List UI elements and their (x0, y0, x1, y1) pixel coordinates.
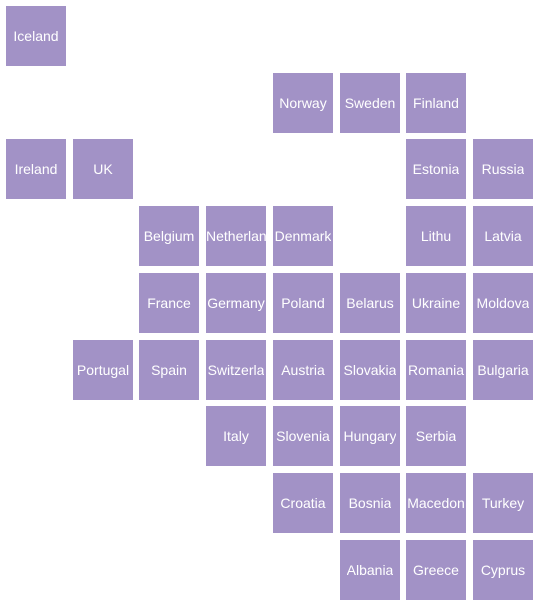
country-label: Romania (407, 362, 465, 378)
country-tile-serbia[interactable]: Serbia (406, 406, 466, 466)
country-tile-poland[interactable]: Poland (273, 273, 333, 333)
country-label: Bulgaria (477, 362, 529, 378)
country-label: Hungary (343, 428, 397, 444)
country-label: Bosnia (348, 495, 392, 511)
country-tile-italy[interactable]: Italy (206, 406, 266, 466)
country-tile-norway[interactable]: Norway (273, 73, 333, 133)
country-tile-france[interactable]: France (139, 273, 199, 333)
country-label: Spain (151, 362, 187, 378)
country-label: Portugal (76, 362, 130, 378)
country-label: Estonia (412, 161, 460, 177)
country-tile-russia[interactable]: Russia (473, 139, 533, 199)
country-label: Cyprus (480, 562, 526, 578)
country-tile-switzerla[interactable]: Switzerla (206, 340, 266, 400)
country-tile-romania[interactable]: Romania (406, 340, 466, 400)
country-label: Netherlan (206, 228, 266, 244)
country-label: Norway (279, 95, 327, 111)
country-label: Russia (481, 161, 525, 177)
country-label: Turkey (481, 495, 525, 511)
country-label: Belgium (143, 228, 195, 244)
country-label: Finland (413, 95, 459, 111)
country-label: Sweden (344, 95, 396, 111)
country-label: Moldova (476, 295, 530, 311)
country-label: Ukraine (411, 295, 461, 311)
country-label: Macedon (407, 495, 465, 511)
country-tile-turkey[interactable]: Turkey (473, 473, 533, 533)
country-tile-bosnia[interactable]: Bosnia (340, 473, 400, 533)
country-label: Slovakia (343, 362, 397, 378)
country-tile-denmark[interactable]: Denmark (273, 206, 333, 266)
country-label: Greece (413, 562, 459, 578)
country-tile-germany[interactable]: Germany (206, 273, 266, 333)
country-label: Latvia (484, 228, 522, 244)
country-tile-ukraine[interactable]: Ukraine (406, 273, 466, 333)
country-label: France (147, 295, 191, 311)
country-tile-austria[interactable]: Austria (273, 340, 333, 400)
country-tile-netherlan[interactable]: Netherlan (206, 206, 266, 266)
country-tile-ireland[interactable]: Ireland (6, 139, 66, 199)
country-label: Croatia (280, 495, 326, 511)
country-tile-estonia[interactable]: Estonia (406, 139, 466, 199)
country-tile-belarus[interactable]: Belarus (340, 273, 400, 333)
country-tile-uk[interactable]: UK (73, 139, 133, 199)
country-tile-slovenia[interactable]: Slovenia (273, 406, 333, 466)
country-tile-cyprus[interactable]: Cyprus (473, 540, 533, 600)
country-label: Albania (346, 562, 394, 578)
country-tile-greece[interactable]: Greece (406, 540, 466, 600)
country-tile-sweden[interactable]: Sweden (340, 73, 400, 133)
country-tile-slovakia[interactable]: Slovakia (340, 340, 400, 400)
country-tile-albania[interactable]: Albania (340, 540, 400, 600)
country-label: Serbia (415, 428, 457, 444)
country-tile-macedon[interactable]: Macedon (406, 473, 466, 533)
country-label: UK (93, 161, 113, 177)
country-tile-belgium[interactable]: Belgium (139, 206, 199, 266)
country-tile-moldova[interactable]: Moldova (473, 273, 533, 333)
country-label: Lithu (420, 228, 452, 244)
country-label: Belarus (346, 295, 394, 311)
country-label: Italy (223, 428, 249, 444)
country-tile-croatia[interactable]: Croatia (273, 473, 333, 533)
country-tile-finland[interactable]: Finland (406, 73, 466, 133)
country-label: Slovenia (276, 428, 330, 444)
country-tile-latvia[interactable]: Latvia (473, 206, 533, 266)
country-tile-lithu[interactable]: Lithu (406, 206, 466, 266)
country-tile-portugal[interactable]: Portugal (73, 340, 133, 400)
country-tile-iceland[interactable]: Iceland (6, 6, 66, 66)
country-label: Denmark (274, 228, 332, 244)
country-label: Iceland (13, 28, 59, 44)
country-label: Poland (281, 295, 325, 311)
country-tile-hungary[interactable]: Hungary (340, 406, 400, 466)
country-tile-bulgaria[interactable]: Bulgaria (473, 340, 533, 400)
country-label: Germany (207, 295, 265, 311)
country-label: Ireland (14, 161, 58, 177)
country-tile-spain[interactable]: Spain (139, 340, 199, 400)
country-label: Austria (281, 362, 325, 378)
country-label: Switzerla (207, 362, 265, 378)
